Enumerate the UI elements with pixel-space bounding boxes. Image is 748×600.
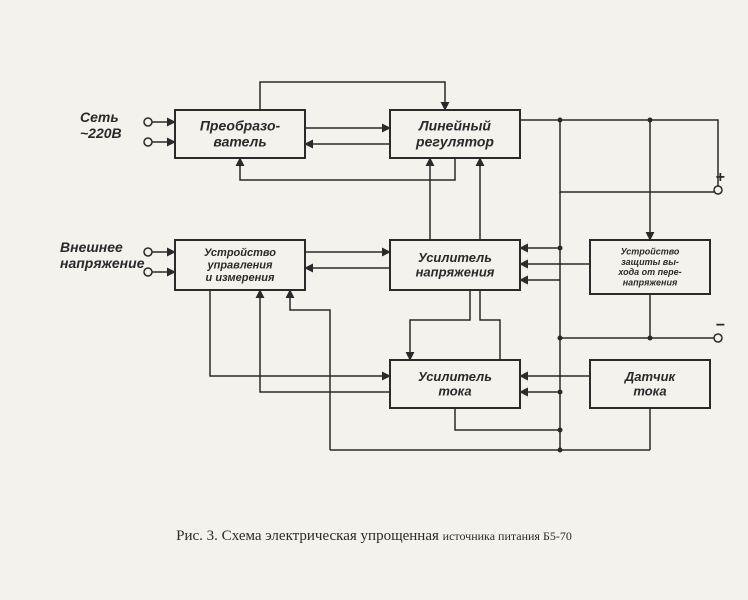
usilnapr-down-to-usiltoka (410, 290, 470, 360)
block-label-line: Устройство (204, 247, 276, 259)
ext-label-vneshnee: напряжение (60, 255, 145, 271)
block-label-line: тока (633, 384, 666, 399)
junction-dot (648, 336, 653, 341)
block-label-line: управления (207, 260, 273, 272)
block-label-line: напряжения (416, 265, 495, 280)
usiltoka-down-tap (455, 408, 560, 430)
caption-part: Рис. 3. Схема электрическая упрощенная (176, 528, 442, 544)
block-ustr_upr: Устройствоуправленияи измерения (175, 240, 305, 290)
block-label-line: ватель (213, 134, 266, 150)
preobraz-to-linreg-top (260, 82, 445, 110)
terminal-vn1 (144, 248, 152, 256)
junction-dot (558, 428, 563, 433)
ext-label-set: Сеть (80, 109, 119, 125)
ext-label-vneshnee: Внешнее (60, 239, 123, 255)
block-label-line: хода от пере- (617, 267, 681, 277)
block-datchik: Датчиктока (590, 360, 710, 408)
block-preobraz: Преобразо-ватель (175, 110, 305, 158)
terminal-vn2 (144, 268, 152, 276)
block-label-line: Усилитель (418, 250, 492, 265)
terminal-out_minus (714, 334, 722, 342)
linreg-to-preobraz-bot (240, 158, 455, 180)
block-label-line: тока (438, 384, 471, 399)
block-label-line: Преобразо- (200, 118, 281, 134)
block-label-line: Устройство (621, 246, 680, 256)
linreg-to-out-plus-tap (560, 120, 714, 192)
block-label-line: защиты вы- (621, 257, 679, 267)
block-label-line: Линейный (418, 118, 491, 134)
block-label-line: напряжения (623, 277, 678, 287)
block-zashita: Устройствозащиты вы-хода от пере-напряже… (590, 240, 710, 294)
diagram-canvas: Преобразо-ватель Линейныйрегулятор Устройс… (0, 0, 748, 600)
block-lin_reg: Линейныйрегулятор (390, 110, 520, 158)
block-usil_napr: Усилительнапряжения (390, 240, 520, 290)
block-usil_toka: Усилительтока (390, 360, 520, 408)
ext-label-plus: + (715, 169, 724, 186)
junction-dot (558, 118, 563, 123)
figure-caption: Рис. 3. Схема электрическая упрощенная и… (176, 528, 572, 544)
block-label-line: Усилитель (418, 369, 492, 384)
blocks-layer: Преобразо-ватель Линейныйрегулятор Устройс… (175, 110, 710, 408)
block-label-line: и измерения (206, 272, 275, 284)
ustr-to-usil-toka-L (210, 290, 390, 376)
terminal-out_plus (714, 186, 722, 194)
ext-label-set: ~220В (80, 125, 122, 141)
block-label-line: регулятор (415, 134, 494, 150)
caption-part: источника питания Б5-70 (443, 529, 572, 543)
junction-dot (558, 336, 563, 341)
bottom-to-ustr-feedback (290, 290, 330, 450)
junction-dot (558, 448, 563, 453)
junction-dot (648, 118, 653, 123)
ext-label-minus: − (715, 317, 724, 334)
terminal-set1 (144, 118, 152, 126)
block-label-line: Датчик (624, 369, 677, 384)
linreg-to-plus-rail (520, 120, 718, 186)
terminal-set2 (144, 138, 152, 146)
